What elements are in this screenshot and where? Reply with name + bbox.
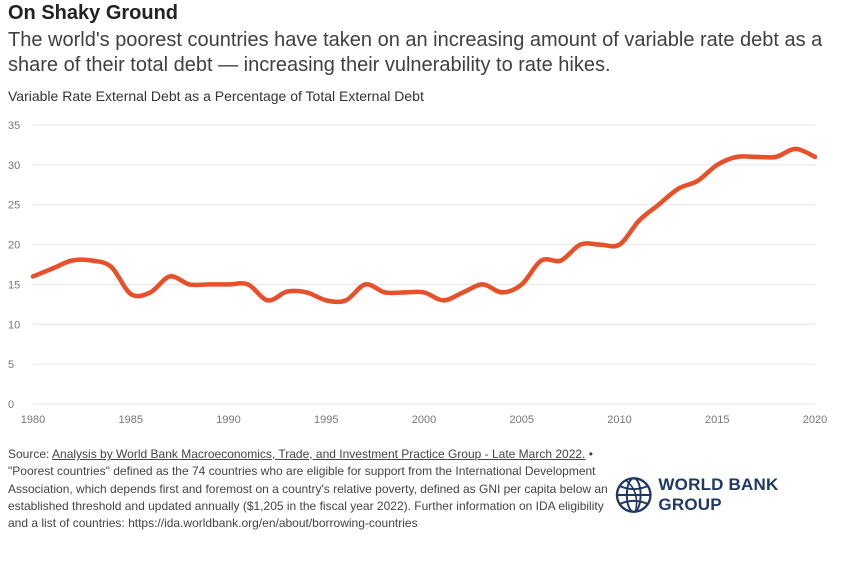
x-tick-label-2015: 2015 xyxy=(705,414,729,425)
data-point-2010 xyxy=(617,242,622,247)
source-prefix: Source: xyxy=(8,447,53,461)
world-bank-logo: WORLD BANK GROUP xyxy=(614,475,844,515)
data-point-2011 xyxy=(636,218,642,223)
data-point-1987 xyxy=(167,274,173,279)
data-point-2018 xyxy=(773,154,779,160)
x-axis: 1980 1985 1990 1995 2000 2005 2010 2015 2020 xyxy=(21,414,827,425)
y-tick-label-35: 35 xyxy=(8,120,20,132)
data-point-1998 xyxy=(382,290,388,295)
x-tick-label-2010: 2010 xyxy=(607,414,631,425)
data-point-2008 xyxy=(578,242,583,247)
x-tick-label-2000: 2000 xyxy=(412,414,436,425)
chart-title: On Shaky Ground xyxy=(8,2,179,24)
data-point-2006 xyxy=(539,258,544,263)
data-point-1982 xyxy=(69,258,75,263)
x-tick-label-2005: 2005 xyxy=(510,414,534,425)
data-point-2005 xyxy=(519,282,524,287)
data-point-1988 xyxy=(187,282,192,287)
data-point-2004 xyxy=(500,290,505,295)
globe-icon xyxy=(615,477,652,513)
data-point-1986 xyxy=(148,290,153,295)
line-chart: 0 5 10 15 20 25 30 35 1980 1985 1990 1995 2000 2005 2… xyxy=(8,120,827,425)
data-point-1995 xyxy=(324,298,329,303)
chart-description: Variable Rate External Debt as a Percent… xyxy=(8,88,424,104)
data-point-1989 xyxy=(206,282,212,287)
data-point-1994 xyxy=(304,290,309,295)
series-line-0 xyxy=(30,146,818,305)
data-point-2014 xyxy=(695,178,700,183)
data-point-1991 xyxy=(245,282,251,287)
y-tick-label-15: 15 xyxy=(8,279,20,291)
data-point-2000 xyxy=(421,290,427,295)
y-tick-label-5: 5 xyxy=(8,359,14,371)
grid-lines xyxy=(33,124,815,405)
y-tick-label-10: 10 xyxy=(8,319,20,331)
data-point-2012 xyxy=(656,202,661,207)
data-point-2020 xyxy=(812,154,818,160)
data-point-2015 xyxy=(715,162,720,168)
data-point-2003 xyxy=(480,282,485,287)
y-tick-label-0: 0 xyxy=(8,399,14,411)
data-point-2016 xyxy=(734,154,739,160)
y-tick-label-20: 20 xyxy=(8,240,20,252)
data-point-1983 xyxy=(89,258,94,263)
x-tick-label-1980: 1980 xyxy=(21,414,45,425)
data-point-1990 xyxy=(226,282,231,287)
data-point-1984 xyxy=(109,264,114,270)
data-point-1985 xyxy=(128,291,133,297)
x-tick-label-1990: 1990 xyxy=(216,414,240,425)
data-point-2013 xyxy=(675,186,681,191)
data-point-1999 xyxy=(402,290,407,295)
data-point-1992 xyxy=(265,298,270,303)
data-point-1980 xyxy=(30,274,36,279)
data-point-2001 xyxy=(441,298,446,303)
y-tick-label-25: 25 xyxy=(8,200,20,212)
source-link[interactable]: Analysis by World Bank Macroeconomics, T… xyxy=(52,447,586,461)
chart-subtitle: The world's poorest countries have taken… xyxy=(8,29,823,76)
x-tick-label-1985: 1985 xyxy=(119,414,143,425)
data-point-2017 xyxy=(754,154,759,160)
y-tick-label-30: 30 xyxy=(8,160,20,172)
data-point-2002 xyxy=(460,290,466,295)
data-point-1981 xyxy=(50,266,55,271)
x-tick-label-2020: 2020 xyxy=(803,414,827,425)
y-axis: 0 5 10 15 20 25 30 35 xyxy=(8,120,20,411)
series-layer xyxy=(30,146,818,305)
source-note-text: • "Poorest countries" defined as the 74 … xyxy=(8,447,608,531)
data-point-2007 xyxy=(558,258,564,263)
data-point-1993 xyxy=(284,289,290,294)
x-tick-label-1995: 1995 xyxy=(314,414,338,425)
source-note: Source: Analysis by World Bank Macroecon… xyxy=(8,446,608,532)
data-point-1996 xyxy=(343,298,348,303)
data-point-2009 xyxy=(597,242,603,247)
data-point-2019 xyxy=(793,146,798,152)
logo-text: WORLD BANK GROUP xyxy=(658,475,779,514)
data-point-1997 xyxy=(363,282,368,287)
